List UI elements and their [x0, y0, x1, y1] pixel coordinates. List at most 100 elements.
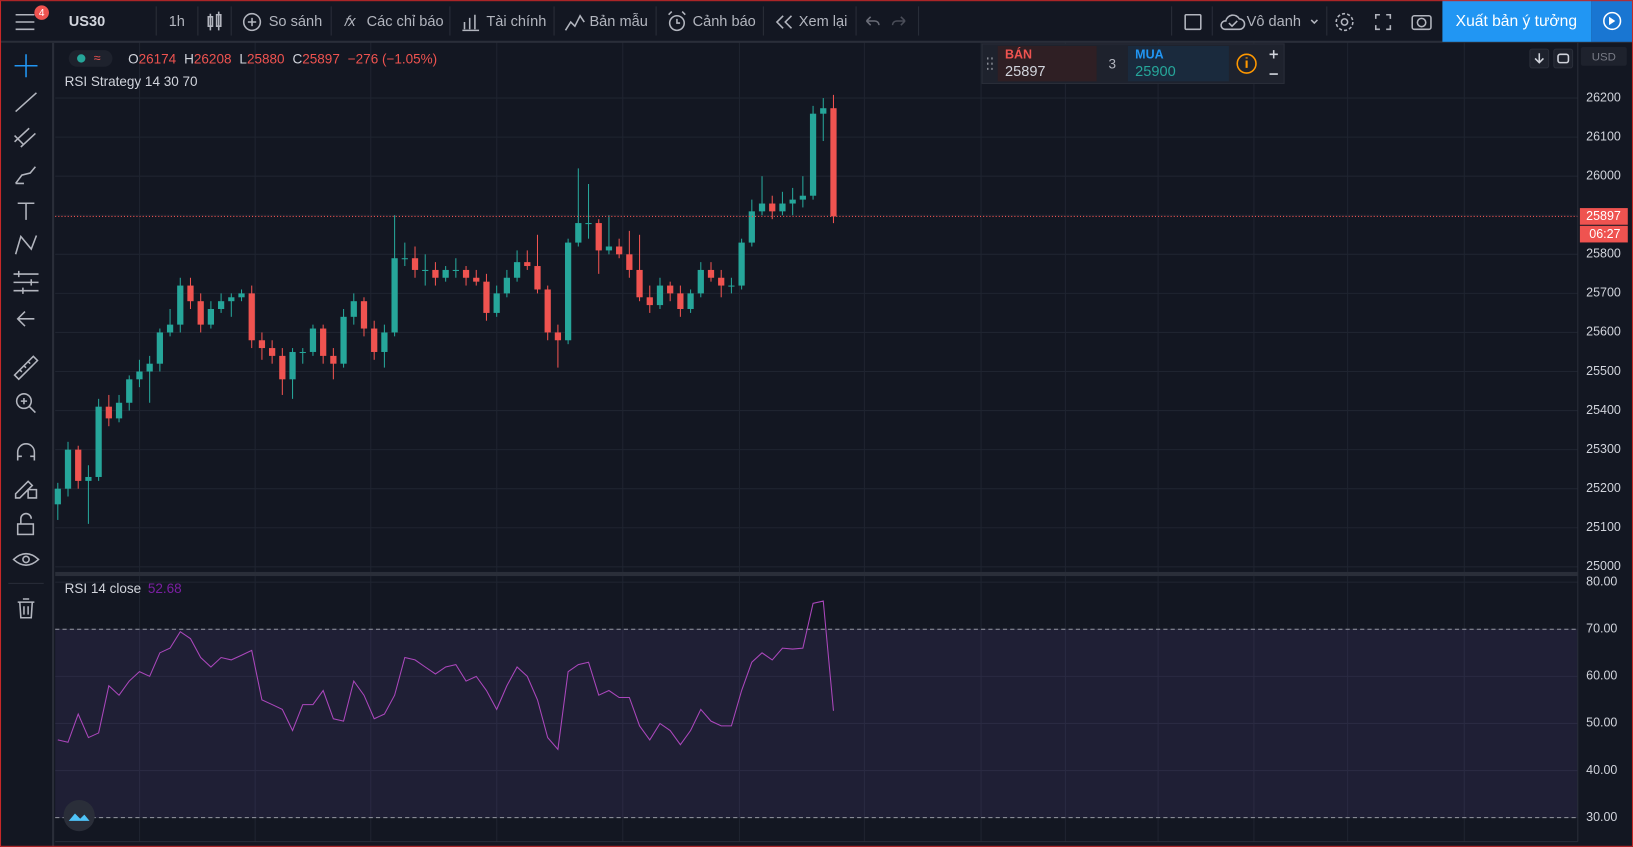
- drawing-tools: [8, 54, 44, 619]
- settings-icon[interactable]: [1335, 12, 1354, 32]
- candle-body: [371, 328, 378, 352]
- pattern-tool[interactable]: [14, 234, 38, 255]
- magnet-tool[interactable]: [16, 443, 36, 461]
- candle-body: [228, 297, 235, 302]
- last-price-label: 25897: [1586, 209, 1621, 223]
- fx-icon: 𝑓x: [344, 14, 357, 30]
- dropdown-arrow[interactable]: [1310, 19, 1318, 25]
- compare-icon: [242, 12, 262, 32]
- candle-body: [769, 203, 776, 212]
- y-tick-label: 30.00: [1586, 810, 1617, 824]
- candle-body: [422, 269, 429, 271]
- y-tick-label: 60.00: [1586, 669, 1617, 683]
- compare[interactable]: So sánh: [269, 14, 323, 30]
- sell-price: 25897: [1005, 64, 1046, 80]
- candle-body: [789, 199, 796, 204]
- candle-body: [524, 262, 531, 267]
- interval[interactable]: 1h: [169, 14, 185, 30]
- candle-body: [748, 211, 755, 243]
- close-value: 25897: [302, 51, 340, 66]
- candle-body: [809, 113, 817, 196]
- alerts[interactable]: Cảnh báo: [693, 14, 756, 30]
- publish-label: Xuất bản ý tưởng: [1456, 13, 1577, 30]
- legend-toggle[interactable]: [68, 50, 113, 67]
- open-value: 26174: [139, 51, 177, 66]
- zoom-tool[interactable]: [15, 393, 33, 410]
- candle-body: [646, 297, 653, 306]
- delete-tool[interactable]: [17, 598, 35, 619]
- pane-separator: [55, 571, 1578, 577]
- alert-icon: [668, 14, 686, 32]
- rsi-title: RSI 14 close: [65, 581, 142, 596]
- qty-buttons[interactable]: [1269, 50, 1278, 75]
- text-tool[interactable]: [17, 202, 35, 220]
- measure-tool[interactable]: [13, 355, 39, 381]
- templates[interactable]: Bản mẫu: [589, 13, 647, 30]
- info-icon[interactable]: [1236, 53, 1257, 74]
- price-axis: [1577, 41, 1633, 847]
- layout-name[interactable]: Vô danh: [1247, 14, 1301, 30]
- candle-body: [309, 328, 317, 352]
- countdown-tag: [1579, 225, 1628, 243]
- publish-button[interactable]: [1442, 0, 1592, 42]
- candle-body: [340, 316, 347, 364]
- menu-button[interactable]: 4: [15, 5, 49, 31]
- sell-button[interactable]: [997, 45, 1097, 82]
- play-triangle: [1609, 16, 1616, 26]
- prediction-tool[interactable]: [13, 270, 39, 294]
- grid: [55, 41, 1578, 842]
- badge: [34, 5, 49, 20]
- undo[interactable]: [865, 16, 880, 26]
- candle-body: [217, 301, 225, 310]
- candle-body: [575, 223, 582, 243]
- replay[interactable]: Xem lại: [799, 14, 848, 30]
- candle-body: [503, 277, 511, 294]
- redo[interactable]: [891, 16, 906, 26]
- trendline-tool[interactable]: [15, 92, 37, 113]
- buy-button[interactable]: [1127, 45, 1229, 82]
- candle-body: [564, 242, 572, 341]
- logo[interactable]: [63, 799, 95, 832]
- candle-body: [401, 258, 408, 260]
- fib-tool[interactable]: [14, 127, 36, 148]
- y-tick-label: 70.00: [1586, 622, 1617, 636]
- symbol[interactable]: US30: [69, 14, 105, 30]
- indicators[interactable]: Các chỉ báo: [367, 14, 444, 30]
- logo-mark: [68, 813, 90, 821]
- candle-body: [697, 269, 704, 294]
- candle-body: [391, 258, 398, 333]
- y-tick-label: 25400: [1586, 403, 1621, 417]
- candle-body: [544, 289, 551, 333]
- lock-drawing-tool[interactable]: [14, 480, 38, 499]
- ohlc-label: L: [239, 51, 247, 66]
- spread: 3: [1109, 56, 1117, 71]
- candle-body: [360, 301, 368, 329]
- candle-body: [411, 258, 419, 270]
- buy-price: 25900: [1135, 64, 1176, 80]
- chart-type-icon[interactable]: [207, 11, 222, 31]
- play-circle: [1603, 11, 1622, 31]
- icons-tool[interactable]: [16, 310, 35, 327]
- reset-icon: [1557, 53, 1570, 64]
- candle-body: [483, 281, 490, 313]
- candle-body: [728, 285, 735, 287]
- candle-body: [115, 402, 123, 419]
- visibility-tool[interactable]: [12, 552, 40, 566]
- lock-tool[interactable]: [16, 523, 35, 536]
- brush-tool[interactable]: [14, 166, 37, 185]
- drag-handle[interactable]: [987, 57, 993, 70]
- currency-box[interactable]: [1580, 47, 1627, 66]
- financials[interactable]: Tài chính: [486, 14, 546, 30]
- candle-body: [381, 332, 388, 352]
- candle-body: [432, 269, 439, 278]
- fullscreen-icon[interactable]: [1374, 13, 1392, 31]
- left-toolbar: [0, 42, 53, 847]
- candle-body: [54, 488, 61, 505]
- candle-body: [493, 293, 500, 313]
- crosshair-tool[interactable]: [14, 54, 38, 78]
- layout-icon[interactable]: [1184, 13, 1202, 31]
- candle-body: [636, 269, 643, 298]
- trade-widget: BÁN 25897 3 MUA 25900: [981, 43, 1285, 84]
- snapshot-icon[interactable]: [1411, 14, 1432, 31]
- reset-button[interactable]: [1553, 48, 1574, 69]
